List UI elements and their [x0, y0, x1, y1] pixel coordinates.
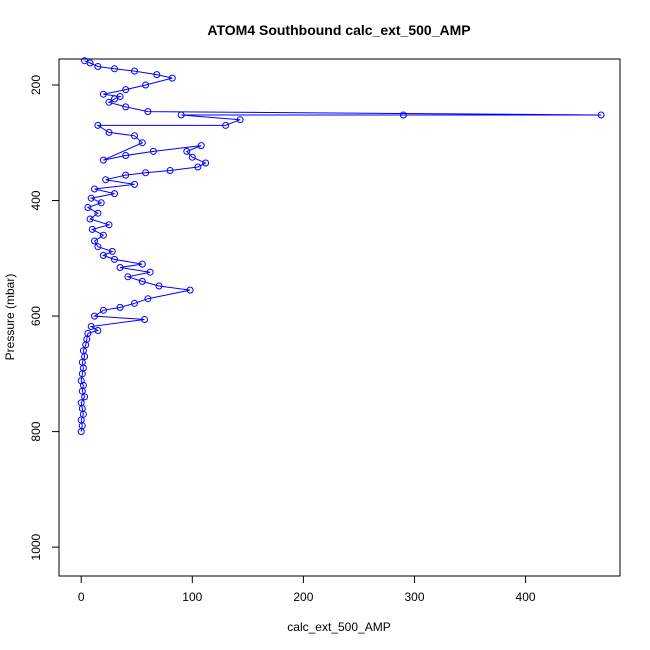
data-point	[138, 139, 146, 147]
data-point	[94, 63, 102, 70]
data-point	[111, 190, 118, 198]
data-point	[102, 176, 110, 184]
x-tick-label: 0	[78, 590, 85, 604]
data-point	[142, 81, 150, 89]
data-point	[122, 152, 130, 159]
data-point	[138, 260, 146, 268]
data-point	[88, 225, 96, 233]
data-point	[597, 111, 605, 119]
data-point	[105, 221, 113, 229]
data-point	[81, 57, 89, 65]
data-point	[155, 282, 163, 290]
data-point	[122, 86, 130, 94]
data-point	[99, 251, 107, 259]
data-point	[194, 163, 202, 171]
data-point	[91, 185, 98, 193]
data-point	[141, 316, 148, 323]
data-point	[197, 142, 205, 150]
data-point	[111, 65, 118, 73]
data-point	[105, 98, 113, 106]
data-point	[99, 231, 107, 239]
data-point	[94, 327, 102, 334]
data-point	[84, 204, 92, 211]
data-point	[146, 268, 154, 276]
data-point	[108, 247, 116, 255]
data-point	[153, 71, 161, 79]
data-point	[87, 194, 95, 202]
data-point	[116, 264, 124, 271]
data-point	[131, 180, 138, 188]
y-axis-label: Pressure (mbar)	[3, 274, 17, 361]
chart-title: ATOM4 Southbound calc_ext_500_AMP	[207, 22, 470, 38]
plot-frame	[58, 58, 621, 577]
data-point	[177, 111, 185, 119]
data-point	[91, 312, 98, 320]
data-point	[97, 199, 105, 207]
x-tick-label: 100	[182, 590, 202, 604]
data-point	[94, 121, 102, 129]
data-point	[99, 156, 107, 164]
data-point	[99, 306, 107, 314]
data-point	[116, 93, 124, 100]
x-axis: 0 100 200 300 400	[78, 576, 536, 604]
y-tick-label: 800	[29, 421, 43, 441]
data-point	[144, 295, 152, 303]
data-point	[166, 167, 174, 174]
data-point	[236, 116, 244, 124]
series-line	[80, 60, 602, 432]
data-point	[122, 103, 130, 111]
data-point	[202, 159, 210, 167]
data-point	[149, 147, 157, 155]
data-point	[105, 128, 113, 136]
y-tick-label: 400	[29, 190, 43, 210]
data-point	[188, 153, 196, 161]
data-point	[94, 209, 102, 217]
y-tick-label: 200	[29, 75, 43, 95]
data-point	[144, 108, 152, 116]
data-point	[94, 243, 102, 251]
data-point	[111, 255, 118, 263]
y-axis: 200 400 600 800 1000	[29, 75, 59, 560]
y-tick-label: 1000	[29, 533, 43, 560]
x-tick-label: 400	[516, 590, 536, 604]
data-point	[131, 299, 138, 307]
data-point	[138, 277, 146, 285]
data-point	[91, 237, 98, 245]
data-point	[77, 377, 85, 385]
data-point	[122, 171, 130, 179]
data-point	[131, 67, 138, 75]
data-point	[99, 90, 107, 98]
data-point	[142, 169, 150, 177]
data-point	[222, 121, 230, 129]
data-point	[81, 393, 89, 401]
data-point	[84, 329, 92, 337]
data-point	[87, 323, 95, 330]
y-tick-label: 600	[29, 306, 43, 326]
data-point	[168, 74, 176, 82]
data-point	[186, 286, 194, 294]
data-point	[78, 358, 86, 366]
data-point	[77, 399, 85, 407]
data-point	[116, 303, 124, 311]
data-point	[399, 111, 407, 119]
data-series	[77, 57, 605, 436]
x-tick-label: 300	[404, 590, 424, 604]
x-tick-label: 200	[293, 590, 313, 604]
x-axis-label: calc_ext_500_AMP	[287, 620, 390, 634]
data-point	[111, 95, 118, 103]
data-point	[183, 147, 191, 155]
data-point	[86, 215, 94, 223]
data-point	[79, 347, 87, 355]
data-point	[131, 132, 138, 140]
data-point	[124, 273, 132, 281]
